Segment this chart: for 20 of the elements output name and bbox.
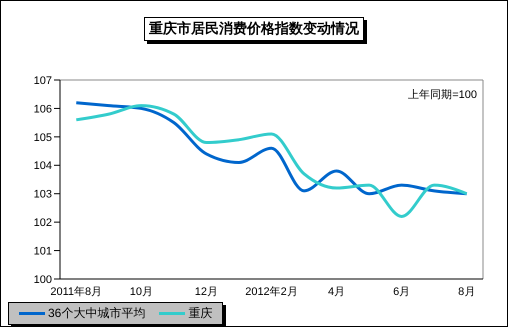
line-series [74, 104, 468, 218]
y-tick-label: 100 [34, 274, 52, 286]
x-tick-label: 6月 [393, 286, 410, 298]
x-tick-label: 10月 [130, 286, 153, 298]
x-tick-label: 2011年8月 [50, 286, 102, 298]
x-tick-label: 2012年2月 [245, 286, 298, 298]
y-tick-label: 104 [34, 160, 52, 172]
y-tick-label: 102 [34, 217, 52, 230]
y-tick-label: 103 [34, 188, 52, 201]
legend-label: 重庆 [187, 305, 212, 322]
chart-title: 重庆市居民消费价格指数变动情况 [144, 17, 364, 41]
x-tick-label: 4月 [328, 286, 346, 298]
annotation: 上年同期=100 [408, 88, 477, 102]
legend-label: 36个大中城市平均 [47, 305, 146, 322]
y-tick-label: 105 [34, 132, 52, 144]
y-tick-label: 106 [34, 103, 52, 116]
x-tick-label: 8月 [458, 286, 476, 298]
y-tick-label: 101 [34, 245, 52, 258]
x-tick-label: 12月 [194, 286, 218, 298]
y-tick-label: 107 [34, 74, 52, 87]
